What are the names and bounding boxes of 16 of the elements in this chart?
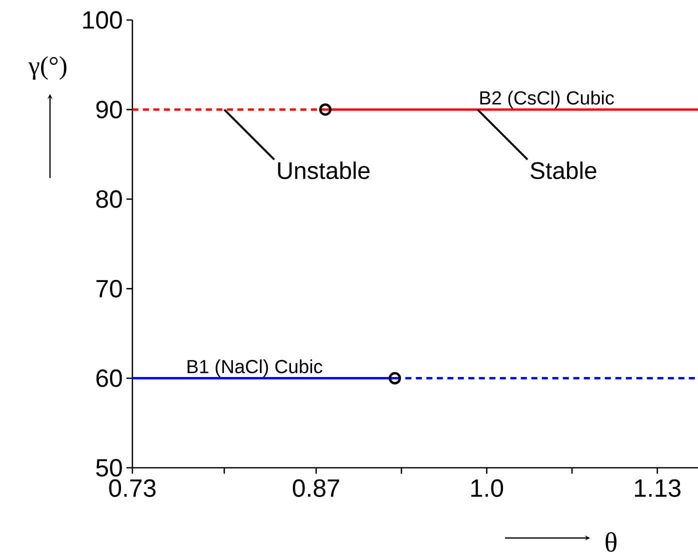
y-tick-label: 100	[83, 11, 122, 29]
annotation: Unstable	[278, 162, 370, 180]
x-axis-title: θ	[606, 532, 616, 552]
annotation: Stable	[530, 162, 596, 180]
x-tick-label: 0.87	[292, 479, 340, 497]
x-tick-label: 1.13	[634, 479, 680, 497]
y-tick-label: 90	[96, 100, 122, 118]
y-tick-label: 50	[96, 458, 122, 477]
x-tick-label: 0.73	[109, 479, 156, 497]
y-tick-label: 60	[96, 369, 122, 388]
x-tick-label: 1.0	[471, 479, 504, 497]
y-axis-title: γ(°)	[28, 56, 66, 80]
annotation: B2 (CsCl) Cubic	[480, 90, 614, 108]
y-tick-label: 80	[96, 190, 122, 208]
y-tick-label: 70	[96, 280, 122, 298]
annotation: B1 (NaCl) Cubic	[188, 359, 322, 378]
